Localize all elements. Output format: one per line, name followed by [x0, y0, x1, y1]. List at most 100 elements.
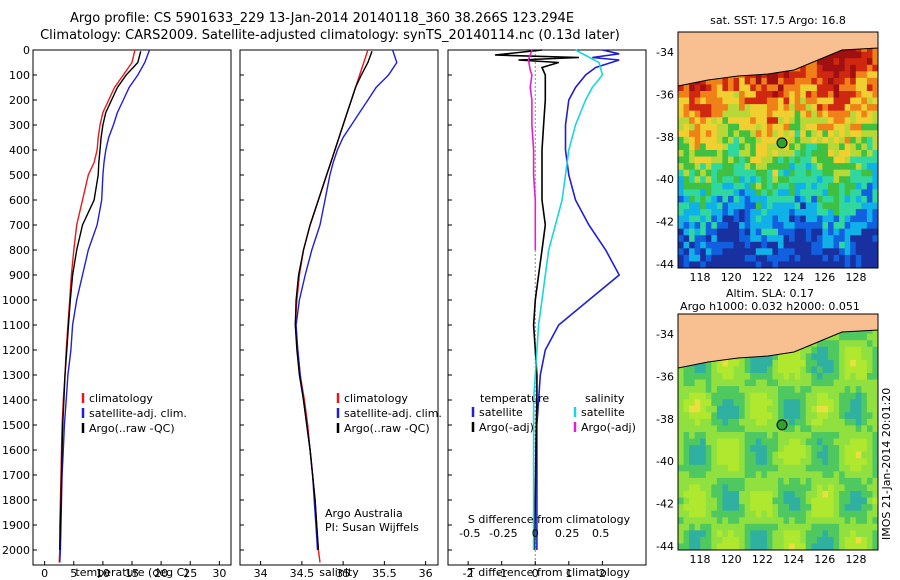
map-cell: [689, 150, 696, 158]
map-cell: [728, 491, 735, 499]
map-cell: [822, 477, 829, 485]
map-cell: [805, 477, 812, 485]
map-cell: [783, 150, 790, 158]
map-cell: [705, 484, 712, 492]
map-cell: [794, 71, 801, 79]
map-cell: [711, 104, 718, 112]
map-cell: [772, 104, 779, 112]
map-cell: [844, 386, 851, 394]
map-cell: [716, 136, 723, 144]
map-cell: [750, 261, 757, 269]
map-cell: [700, 458, 707, 466]
map-cell: [689, 510, 696, 518]
map-cell: [683, 202, 690, 210]
map-cell: [722, 222, 729, 230]
map-cell: [694, 543, 701, 551]
map-cell: [761, 405, 768, 413]
map-cell: [755, 136, 762, 144]
map-cell: [772, 373, 779, 381]
map-cell: [783, 464, 790, 472]
map-cell: [750, 497, 757, 505]
map-cell: [783, 491, 790, 499]
map-cell: [683, 254, 690, 262]
map-cell: [700, 97, 707, 105]
map-cell: [761, 399, 768, 407]
map-cell: [794, 471, 801, 479]
map-cell: [811, 536, 818, 544]
map-cell: [678, 418, 685, 426]
map-cell: [700, 235, 707, 243]
map-cell: [772, 130, 779, 138]
map-cell: [678, 117, 685, 125]
map-cell: [822, 117, 829, 125]
map-cell: [800, 261, 807, 269]
map-cell: [678, 458, 685, 466]
map-cell: [700, 261, 707, 269]
map-lat-label: -36: [656, 370, 674, 383]
map-cell: [811, 136, 818, 144]
y-tick-label: 100: [9, 69, 30, 82]
map-cell: [716, 530, 723, 538]
map-cell: [828, 340, 835, 348]
map-cell: [755, 117, 762, 125]
x-tick-label: 35: [336, 567, 350, 580]
map-cell: [844, 392, 851, 400]
map-cell: [789, 425, 796, 433]
map-cell: [805, 379, 812, 387]
map-cell: [728, 182, 735, 190]
map-cell: [722, 432, 729, 440]
map-cell: [850, 117, 857, 125]
map-cell: [811, 163, 818, 171]
map-cell: [700, 248, 707, 256]
map-cell: [683, 163, 690, 171]
map-cell: [861, 130, 868, 138]
map-cell: [800, 373, 807, 381]
map-cell: [783, 202, 790, 210]
map-cell: [711, 510, 718, 518]
map-cell: [728, 523, 735, 531]
x-tick-label: -1: [496, 567, 507, 580]
map-cell: [805, 346, 812, 354]
map-cell: [783, 91, 790, 99]
map-cell: [850, 97, 857, 105]
map-cell: [755, 150, 762, 158]
map-cell: [872, 412, 879, 420]
map-cell: [683, 451, 690, 459]
map-cell: [872, 451, 879, 459]
map-cell: [716, 123, 723, 131]
map-cell: [744, 261, 751, 269]
map-lon-label: 120: [721, 553, 742, 566]
map-cell: [772, 425, 779, 433]
map-cell: [844, 222, 851, 230]
map-cell: [761, 491, 768, 499]
map-cell: [855, 215, 862, 223]
map-cell: [844, 477, 851, 485]
map-cell: [722, 510, 729, 518]
map-cell: [739, 491, 746, 499]
map-lon-label: 118: [690, 553, 711, 566]
map-cell: [822, 84, 829, 92]
map-cell: [733, 97, 740, 105]
map-cell: [822, 97, 829, 105]
map-cell: [850, 373, 857, 381]
map-cell: [783, 445, 790, 453]
map-cell: [828, 458, 835, 466]
map-cell: [861, 432, 868, 440]
map-cell: [778, 536, 785, 544]
map-cell: [683, 530, 690, 538]
map-cell: [822, 202, 829, 210]
map-cell: [683, 373, 690, 381]
map-cell: [839, 235, 846, 243]
map-cell: [872, 359, 879, 367]
map-cell: [822, 523, 829, 531]
map-cell: [800, 497, 807, 505]
map-cell: [739, 117, 746, 125]
map-cell: [861, 215, 868, 223]
map-cell: [800, 425, 807, 433]
map-cell: [683, 222, 690, 230]
map-cell: [739, 458, 746, 466]
map-cell: [844, 464, 851, 472]
map-cell: [861, 143, 868, 151]
map-cell: [744, 438, 751, 446]
map-cell: [744, 523, 751, 531]
